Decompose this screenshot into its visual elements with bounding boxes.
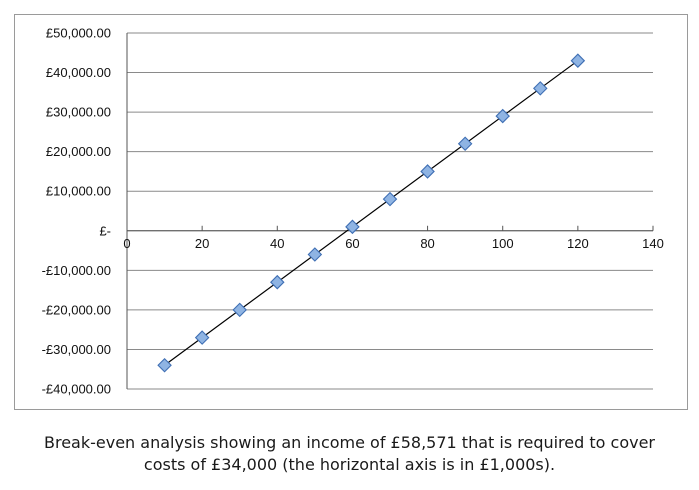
break-even-line — [164, 60, 579, 366]
data-point-marker — [495, 108, 510, 124]
y-tick-label: £40,000.00 — [46, 65, 111, 80]
y-tick-label: £20,000.00 — [46, 144, 111, 159]
x-tick-label: 140 — [642, 236, 664, 251]
y-tick-label: -£30,000.00 — [42, 342, 111, 357]
data-point-marker — [307, 247, 323, 262]
data-point-marker — [382, 191, 398, 207]
y-tick-label: -£20,000.00 — [42, 302, 111, 317]
data-point-marker — [270, 274, 285, 290]
y-tick-label: £10,000.00 — [46, 184, 111, 199]
data-point-marker — [194, 330, 210, 345]
data-point-marker — [533, 81, 548, 96]
x-tick-label: 80 — [420, 236, 434, 251]
x-tick-label: 100 — [492, 236, 514, 251]
caption-line-2: costs of £34,000 (the horizontal axis is… — [143, 455, 556, 474]
caption-line-1: Break-even analysis showing an income of… — [44, 433, 655, 452]
y-tick-label: £- — [99, 223, 111, 238]
data-point-marker — [420, 164, 435, 179]
x-tick-label: 40 — [270, 236, 284, 251]
y-tick-label: £50,000.00 — [46, 26, 111, 41]
data-point-marker — [232, 302, 247, 318]
data-point-marker — [457, 136, 473, 152]
y-tick-label: -£40,000.00 — [42, 382, 111, 397]
data-point-marker — [570, 53, 586, 68]
x-tick-label: 60 — [345, 236, 359, 251]
y-tick-label: -£10,000.00 — [42, 263, 111, 278]
data-point-marker — [157, 357, 172, 373]
data-point-marker — [345, 219, 360, 235]
break-even-chart: £50,000.00 £40,000.00 £30,000.00 £20,000.00… — [42, 26, 664, 397]
y-tick-label: £30,000.00 — [46, 105, 111, 120]
x-tick-label: 0 — [123, 236, 130, 251]
x-tick-label: 120 — [567, 236, 589, 251]
chart-frame: £50,000.00 £40,000.00 £30,000.00 £20,000.00… — [14, 14, 688, 410]
figure-caption: Break-even analysis showing an income of… — [0, 432, 699, 476]
x-tick-label: 20 — [195, 236, 209, 251]
